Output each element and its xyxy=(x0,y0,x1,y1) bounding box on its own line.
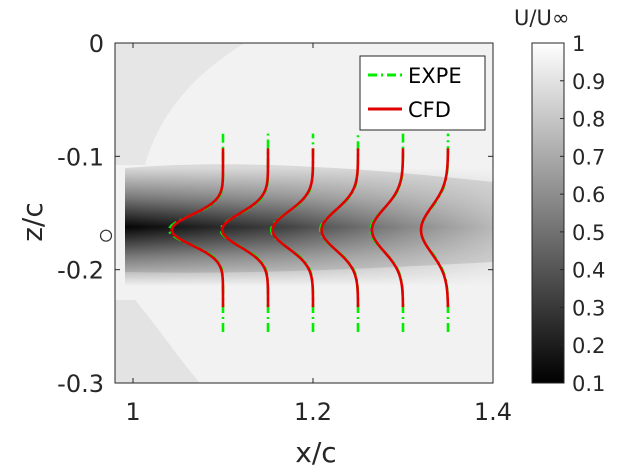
colorbar: U/U∞ 1 0.9 0.8 0.7 0.6 0.5 0.4 0.3 0.2 0.1 xyxy=(514,6,605,396)
y-axis-label: z/c xyxy=(16,202,49,242)
profile-cfd-station xyxy=(170,148,225,308)
profile-cfd-station xyxy=(419,148,450,308)
legend-label-expe: EXPE xyxy=(408,64,462,88)
colorbar-tick-label: 0.6 xyxy=(572,183,605,207)
x-axis: 1 1.2 1.4 xyxy=(125,43,512,426)
profile-cfd-station xyxy=(370,148,405,308)
y-tick-label: -0.2 xyxy=(57,257,104,285)
colorbar-gradient xyxy=(531,42,565,384)
y-tick-label: 0 xyxy=(89,30,104,58)
colorbar-tick-label: 0.9 xyxy=(572,70,605,94)
profile-cfd-station xyxy=(220,148,270,308)
colorbar-tick-label: 0.7 xyxy=(572,145,605,169)
colorbar-tick-label: 0.5 xyxy=(572,221,605,245)
colorbar-ticks: 1 0.9 0.8 0.7 0.6 0.5 0.4 0.3 0.2 0.1 xyxy=(560,32,605,396)
y-tick-label: -0.3 xyxy=(57,370,104,398)
profile-cfd-station xyxy=(271,148,315,308)
velocity-profiles xyxy=(167,133,450,332)
x-tick-label: 1 xyxy=(125,398,140,426)
x-tick-label: 1.2 xyxy=(294,398,332,426)
colorbar-tick-label: 1 xyxy=(572,32,585,56)
colorbar-tick-label: 0.8 xyxy=(572,108,605,132)
y-axis: 0 -0.1 -0.2 -0.3 xyxy=(57,30,493,398)
colorbar-tick-label: 0.3 xyxy=(572,296,605,320)
x-axis-label: x/c xyxy=(295,436,336,469)
outer-contour-band xyxy=(115,43,245,165)
colorbar-tick-label: 0.1 xyxy=(572,372,605,396)
reference-marker xyxy=(99,229,113,242)
plot-frame xyxy=(114,42,494,384)
profile-cfd-station xyxy=(320,148,360,308)
colorbar-tick-label: 0.4 xyxy=(572,259,605,283)
legend: EXPE CFD xyxy=(359,55,486,131)
legend-label-cfd: CFD xyxy=(408,98,451,122)
outer-contour-band xyxy=(115,300,200,383)
legend-box xyxy=(359,55,486,131)
colorbar-tick-label: 0.2 xyxy=(572,334,605,358)
x-tick-label: 1.4 xyxy=(474,398,512,426)
colorbar-title: U/U∞ xyxy=(514,6,569,30)
y-tick-label: -0.1 xyxy=(57,143,104,171)
